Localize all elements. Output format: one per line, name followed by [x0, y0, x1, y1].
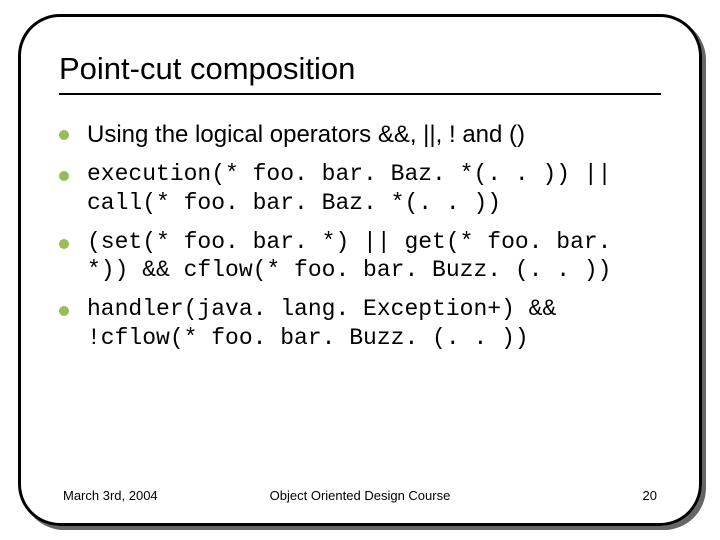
footer-course: Object Oriented Design Course — [270, 488, 451, 503]
bullet-icon — [59, 306, 69, 316]
bullet-icon — [59, 171, 69, 181]
bullet-icon — [59, 239, 69, 249]
bullet-icon — [59, 130, 69, 140]
slide-title: Point-cut composition — [59, 51, 661, 95]
bullet-text: execution(* foo. bar. Baz. *(. . )) || c… — [87, 160, 661, 218]
list-item: Using the logical operators &&, ||, ! an… — [59, 119, 661, 150]
footer-date: March 3rd, 2004 — [63, 488, 158, 503]
footer-page-number: 20 — [643, 488, 657, 503]
slide-footer: March 3rd, 2004 Object Oriented Design C… — [59, 488, 661, 503]
bullet-text: Using the logical operators &&, ||, ! an… — [87, 119, 525, 150]
list-item: (set(* foo. bar. *) || get(* foo. bar. *… — [59, 228, 661, 286]
list-item: handler(java. lang. Exception+) && !cflo… — [59, 295, 661, 353]
bullet-text: handler(java. lang. Exception+) && !cflo… — [87, 295, 661, 353]
bullet-text: (set(* foo. bar. *) || get(* foo. bar. *… — [87, 228, 661, 286]
list-item: execution(* foo. bar. Baz. *(. . )) || c… — [59, 160, 661, 218]
slide-content: Using the logical operators &&, ||, ! an… — [59, 119, 661, 476]
slide-frame: Point-cut composition Using the logical … — [18, 14, 702, 526]
